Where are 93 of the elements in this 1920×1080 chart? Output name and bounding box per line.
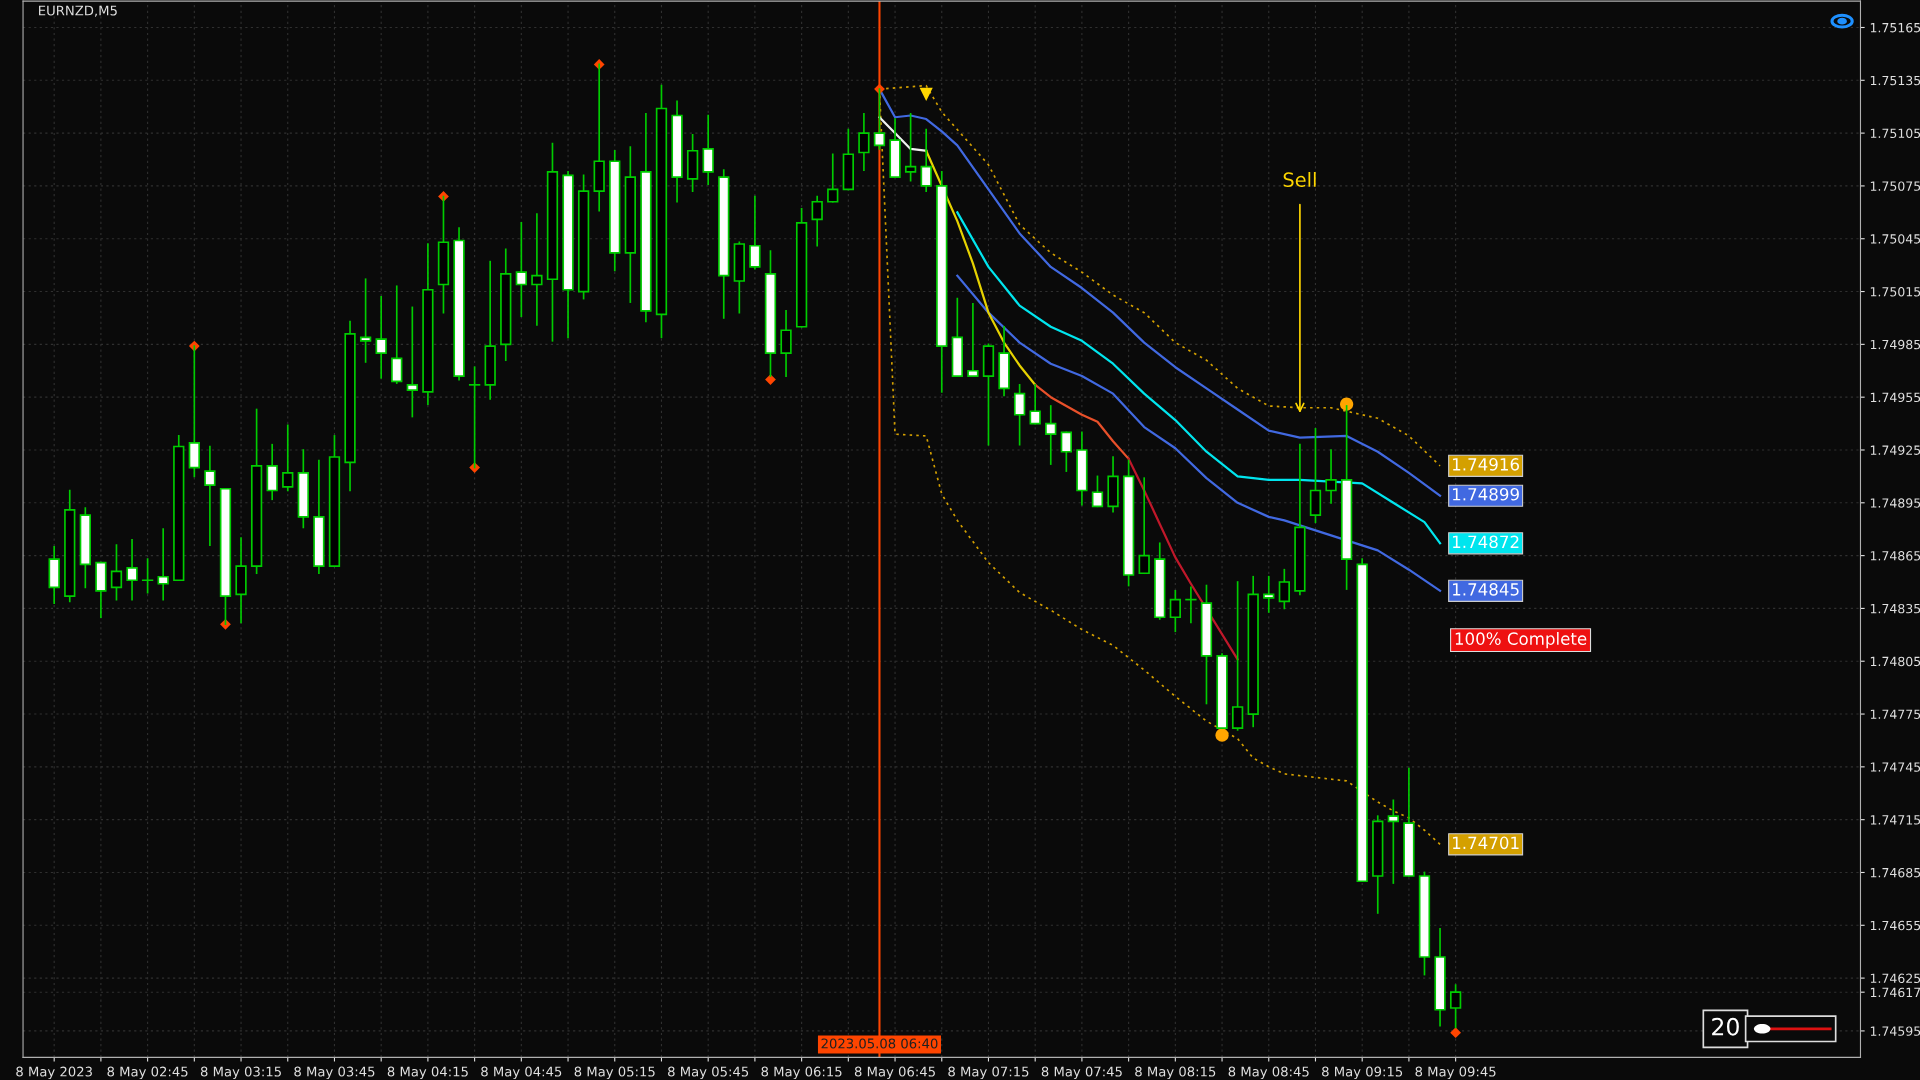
candlestick: [531, 213, 543, 326]
data-label: 1.74916: [1452, 458, 1520, 471]
x-tick-label: 8 May 07:45: [1041, 1066, 1122, 1080]
candlestick: [375, 295, 387, 379]
line-series: [956, 274, 1442, 592]
point: [1340, 397, 1354, 411]
y-tick-label: 1.74685: [1870, 867, 1920, 878]
candlestick: [406, 306, 418, 418]
point: [1450, 1027, 1461, 1039]
x-tick-label: 8 May 02:45: [107, 1066, 188, 1080]
candlestick: [780, 310, 792, 377]
y-tick-label: 1.75165: [1870, 22, 1920, 33]
candlestick: [126, 538, 138, 601]
y-tick-label: 1.74617: [1870, 987, 1920, 998]
y-tick-label: 1.75135: [1870, 75, 1920, 86]
candlestick: [749, 195, 761, 270]
y-tick-label: 1.74775: [1870, 709, 1920, 719]
annotation: 100% Complete: [1455, 632, 1587, 649]
chart-title: EURNZD,M5: [39, 5, 117, 17]
ref-line-label: 2023.05.08 06:40: [821, 1038, 938, 1049]
y-tick-label: 1.74895: [1870, 498, 1920, 508]
candlestick: [1263, 575, 1275, 613]
candlestick: [967, 303, 979, 377]
annotation: 20: [1712, 1017, 1739, 1036]
x-tick-label: 8 May 08:15: [1135, 1066, 1216, 1080]
point: [469, 462, 480, 473]
candlestick: [1387, 799, 1399, 884]
x-tick-label: 8 May 05:15: [574, 1066, 655, 1080]
x-tick-label: 8 May 08:45: [1228, 1066, 1309, 1080]
x-tick-label: 8 May 2023: [16, 1066, 92, 1080]
candlestick: [391, 285, 403, 384]
x-tick-label: 8 May 09:15: [1322, 1066, 1403, 1080]
candlestick: [1091, 475, 1104, 508]
candlestick: [1169, 589, 1181, 633]
candlestick: [282, 424, 294, 492]
candlestick: [1278, 568, 1290, 610]
candlestick: [1138, 477, 1150, 575]
y-tick-label: 1.75045: [1870, 234, 1920, 244]
data-label: 1.74845: [1452, 583, 1519, 596]
point: [919, 87, 933, 101]
candlestick: [141, 558, 154, 594]
candlestick: [1045, 405, 1057, 465]
candlestick: [515, 222, 527, 318]
candlestick: [1231, 581, 1244, 731]
line-series: [956, 211, 1442, 545]
candlestick: [1325, 449, 1337, 504]
y-tick-label: 1.74985: [1870, 339, 1920, 350]
candlestick: [204, 445, 216, 546]
y-tick-label: 1.75105: [1870, 128, 1920, 139]
data-label: 1.74899: [1452, 487, 1519, 501]
y-tick-label: 1.74805: [1870, 656, 1920, 667]
data-label: 1.74701: [1452, 836, 1519, 850]
candlestick: [904, 112, 917, 182]
x-tick-label: 8 May 06:15: [761, 1066, 842, 1080]
candlestick: [1029, 384, 1041, 425]
y-tick-label: 1.74745: [1870, 762, 1920, 772]
candlestick: [1013, 384, 1026, 446]
y-tick-label: 1.74835: [1870, 603, 1920, 614]
candlestick: [110, 544, 123, 601]
y-tick-label: 1.75075: [1870, 181, 1920, 191]
y-tick-label: 1.74655: [1870, 920, 1920, 931]
x-tick-label: 8 May 07:15: [948, 1066, 1029, 1080]
candlestick: [858, 112, 870, 171]
x-tick-label: 8 May 05:45: [668, 1066, 749, 1080]
point: [220, 618, 231, 630]
x-tick-label: 8 May 04:15: [387, 1066, 468, 1080]
line-series: [925, 149, 1037, 386]
y-tick-label: 1.75015: [1870, 287, 1920, 297]
y-tick-label: 1.74865: [1870, 551, 1920, 561]
x-tick-label: 8 May 03:15: [200, 1066, 281, 1080]
line-series: [1034, 383, 1130, 460]
candlestick: [359, 278, 372, 363]
line-series: [1127, 457, 1239, 661]
x-tick-label: 8 May 03:45: [294, 1066, 375, 1080]
y-tick-label: 1.74955: [1870, 392, 1920, 403]
y-tick-label: 1.74715: [1870, 815, 1920, 825]
point: [765, 374, 776, 385]
candlestick: [920, 128, 932, 193]
annotation: Sell: [1283, 171, 1316, 188]
y-tick-label: 1.74625: [1870, 973, 1920, 984]
point: [1215, 728, 1229, 742]
x-tick-label: 8 May 04:45: [481, 1066, 562, 1080]
candlestick: [1060, 431, 1072, 472]
y-tick-label: 1.74595: [1870, 1026, 1920, 1036]
candlestick: [811, 195, 823, 247]
x-tick-label: 8 May 09:45: [1415, 1066, 1496, 1080]
candlestick: [702, 114, 714, 185]
candlestick: [157, 528, 169, 601]
data-label: 1.74872: [1452, 535, 1519, 549]
candlestick: [827, 153, 839, 203]
y-tick-label: 1.74925: [1870, 445, 1920, 455]
x-tick-label: 8 May 06:45: [854, 1066, 935, 1080]
point: [438, 191, 449, 202]
